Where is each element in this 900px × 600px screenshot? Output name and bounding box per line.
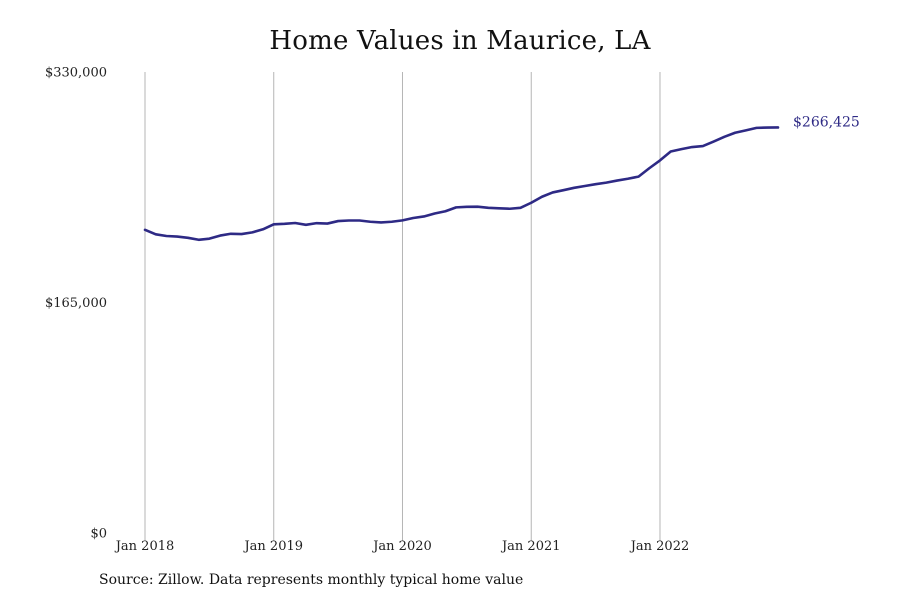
chart-title: Home Values in Maurice, LA	[269, 26, 651, 56]
x-tick-label: Jan 2021	[500, 539, 561, 554]
x-tick-label: Jan 2020	[371, 539, 432, 554]
y-axis-tick-labels: $0 $165,000 $330,000	[45, 66, 107, 542]
source-note: Source: Zillow. Data represents monthly …	[99, 572, 524, 588]
series-line	[143, 126, 780, 242]
gridlines	[144, 72, 661, 541]
x-tick-label: Jan 2022	[629, 539, 690, 554]
y-tick-label: $330,000	[45, 66, 107, 81]
end-value-label-group: $266,425	[793, 114, 860, 130]
x-axis-tick-labels: Jan 2018 Jan 2019 Jan 2020 Jan 2021 Jan 2022	[114, 539, 690, 554]
y-tick-label: $0	[90, 527, 107, 542]
end-value-label: $266,425	[793, 114, 860, 130]
y-tick-label: $165,000	[45, 296, 107, 311]
x-tick-label: Jan 2019	[242, 539, 303, 554]
series-group	[143, 126, 780, 242]
x-tick-label: Jan 2018	[114, 539, 175, 554]
